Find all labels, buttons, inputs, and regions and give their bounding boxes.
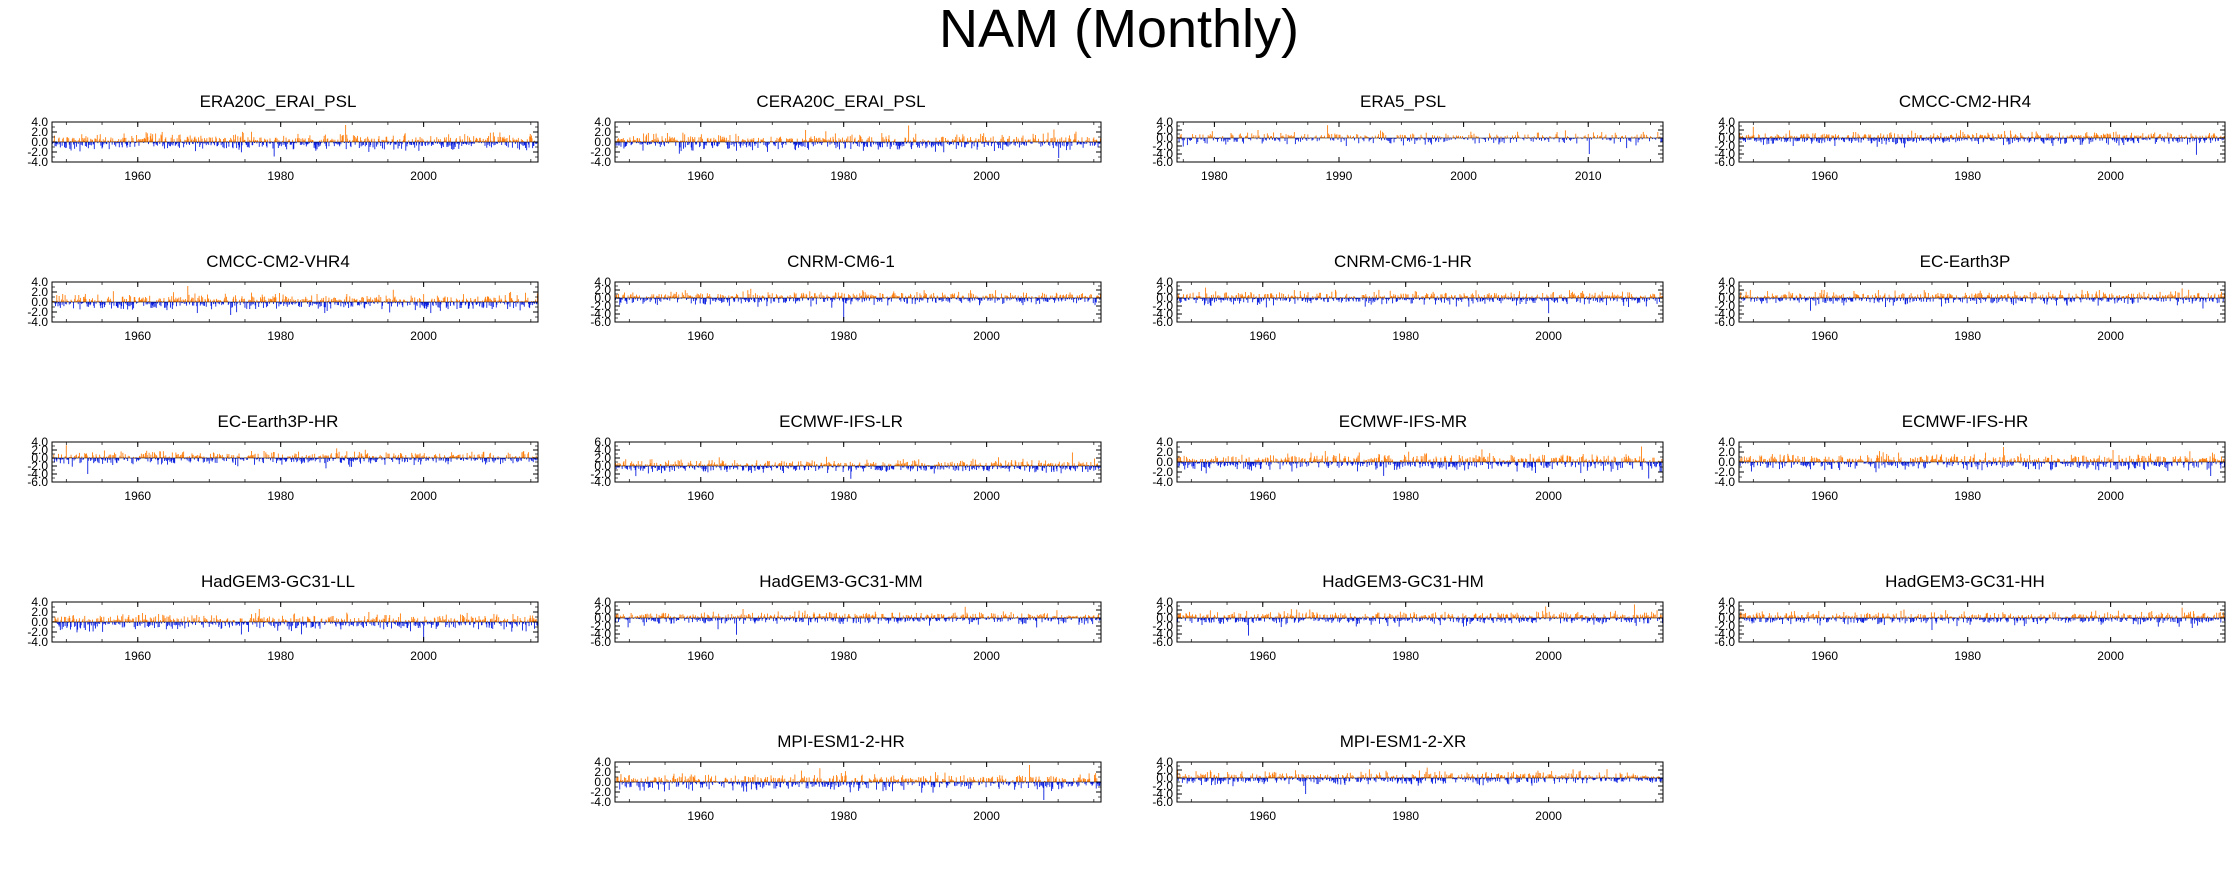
y-tick-label: -6.0 (590, 315, 611, 329)
y-tick-label: -4.0 (590, 307, 611, 321)
y-tick-label: -2.0 (590, 299, 611, 313)
x-tick-label: 1960 (124, 329, 151, 343)
panel-title: CMCC-CM2-VHR4 (206, 252, 350, 271)
y-tick-label: -6.0 (1714, 155, 1735, 169)
x-tick-label: 1980 (1954, 169, 1981, 183)
y-tick-label: 2.0 (1156, 123, 1173, 137)
y-tick-label: 4.0 (31, 275, 48, 289)
plot-frame (1176, 121, 1664, 163)
x-tick-label: 1960 (124, 169, 151, 183)
bars (1738, 126, 2225, 155)
y-tick-label: -4.0 (1152, 147, 1173, 161)
y-tick-label: 0.0 (31, 295, 48, 309)
y-tick-label: -4.0 (27, 155, 48, 169)
x-tick-label: 2000 (410, 169, 437, 183)
x-tick-label: 2000 (2097, 169, 2124, 183)
x-tick-label: 1960 (687, 169, 714, 183)
nam-panel: CERA20C_ERAI_PSL -4.0 -2.0 0.0 2.0 4.0 1960 198… (563, 92, 1119, 216)
nam-chart: -4.0-2.00.02.04.0 1960 1980 2000 (27, 115, 539, 183)
y-tick-label: -2.0 (590, 145, 611, 159)
y-tick-label: -4.0 (27, 315, 48, 329)
x-tick-label: 1980 (1201, 169, 1228, 183)
bars (1176, 125, 1663, 154)
y-tick-label: 2.0 (594, 125, 611, 139)
y-tick-label: 4.0 (1156, 115, 1173, 129)
bars (51, 286, 538, 315)
nam-panel: CMCC-CM2-VHR4 -4.0 -2.0 0.0 2.0 4.0 1960 1980 20… (0, 252, 556, 376)
y-tick-label: -2.0 (1714, 139, 1735, 153)
y-tick-label: -2.0 (27, 305, 48, 319)
y-tick-label: -4.0 (1714, 147, 1735, 161)
y-tick-label: 0.0 (1718, 131, 1735, 145)
x-tick-label: 1960 (1811, 169, 1838, 183)
x-tick-label: 1990 (1326, 169, 1353, 183)
nam-chart: -4.0-2.00.02.04.0 1960 1980 2000 (27, 275, 539, 343)
bars (51, 125, 538, 157)
y-tick-label: 0.0 (31, 135, 48, 149)
x-tick-label: 2000 (1450, 169, 1477, 183)
plot-frame (614, 281, 1102, 323)
y-tick-label: -4.0 (590, 155, 611, 169)
page-title: NAM (Monthly) (938, 0, 1300, 59)
y-tick-label: 2.0 (1718, 123, 1735, 137)
bars (614, 288, 1101, 319)
x-tick-label: 1980 (830, 169, 857, 183)
y-tick-label: 4.0 (594, 275, 611, 289)
x-tick-label: 1980 (267, 329, 294, 343)
panel-title: CNRM-CM6-1 (787, 252, 895, 271)
y-tick-label: 2.0 (31, 125, 48, 139)
y-tick-label: 0.0 (594, 135, 611, 149)
nam-panel: CNRM-CM6-1 -6.0 -4.0 -2.0 0.0 2.0 4.0 1960 1980 2… (563, 252, 1119, 376)
y-tick-label: 0.0 (594, 291, 611, 305)
y-tick-label: 2.0 (594, 283, 611, 297)
y-tick-label: 4.0 (594, 115, 611, 129)
panel-title: CMCC-CM2-HR4 (1898, 92, 2032, 111)
y-tick-label: -2.0 (27, 145, 48, 159)
x-tick-label: 2000 (973, 169, 1000, 183)
x-tick-label: 1960 (687, 329, 714, 343)
nam-panel: ERA20C_ERAI_PSL -4.0 -2.0 0.0 2.0 4.0 1960 1980… (0, 92, 556, 216)
y-tick-label: 2.0 (31, 285, 48, 299)
nam-panel: CMCC-CM2-HR4 -6.0 -4.0 -2.0 0.0 2.0 4.0 1960 198… (1687, 92, 2238, 216)
nam-chart: -6.0-4.0-2.00.02.04.0 1960 1980 2000 (1714, 115, 2226, 183)
y-tick-label: 4.0 (31, 115, 48, 129)
y-tick-label: 4.0 (1718, 115, 1735, 129)
x-tick-label: 1980 (267, 169, 294, 183)
y-tick-label: 0.0 (1156, 131, 1173, 145)
panel-title: ERA5_PSL (1360, 92, 1446, 111)
nam-chart: -6.0-4.0-2.00.02.04.0 1980 1990 2000 2010 (1152, 115, 1664, 183)
nam-panel: ERA5_PSL -6.0 -4.0 -2.0 0.0 2.0 4.0 1980 1990 200… (1125, 92, 1681, 216)
x-tick-label: 2010 (1575, 169, 1602, 183)
y-tick-label: -2.0 (1152, 139, 1173, 153)
y-tick-label: -6.0 (1152, 155, 1173, 169)
panel-title: ERA20C_ERAI_PSL (199, 92, 357, 111)
nam-chart: -4.0-2.00.02.04.0 1960 1980 2000 (590, 115, 1102, 183)
panel-title: CERA20C_ERAI_PSL (756, 92, 926, 111)
x-tick-label: 2000 (410, 329, 437, 343)
